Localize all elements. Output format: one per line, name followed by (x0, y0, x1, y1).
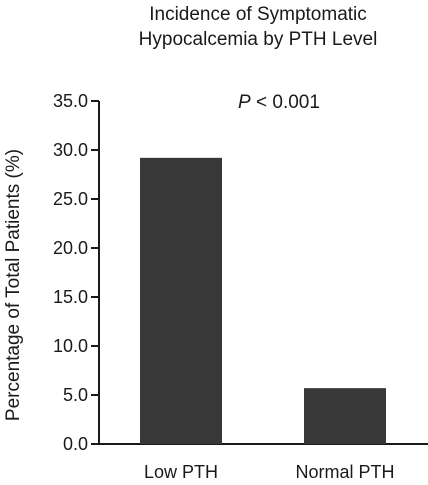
y-tick-label: 30.0 (53, 140, 88, 160)
chart-title-line-1: Incidence of Symptomatic (149, 4, 367, 25)
x-category-label: Low PTH (144, 462, 218, 482)
y-tick-label: 0.0 (63, 434, 88, 454)
p-value-symbol: P (238, 92, 251, 113)
y-tick-label: 35.0 (53, 91, 88, 111)
plot-area: 0.0 5.0 10.0 15.0 20.0 25.0 30.0 35.0 Low PTH Nor… (53, 91, 428, 482)
y-tick-label: 5.0 (63, 385, 88, 405)
y-tick-label: 15.0 (53, 287, 88, 307)
bar (304, 388, 386, 444)
y-tick-label: 10.0 (53, 336, 88, 356)
y-axis-label: Percentage of Total Patients (%) (3, 149, 24, 421)
bar (140, 157, 222, 444)
chart-title-line-2: Hypocalcemia by PTH Level (139, 29, 378, 50)
x-category-label: Normal PTH (295, 462, 394, 482)
p-value-threshold: < 0.001 (251, 92, 320, 113)
p-value-annotation: P < 0.001 (238, 92, 320, 113)
y-tick-label: 25.0 (53, 189, 88, 209)
y-tick-label: 20.0 (53, 238, 88, 258)
